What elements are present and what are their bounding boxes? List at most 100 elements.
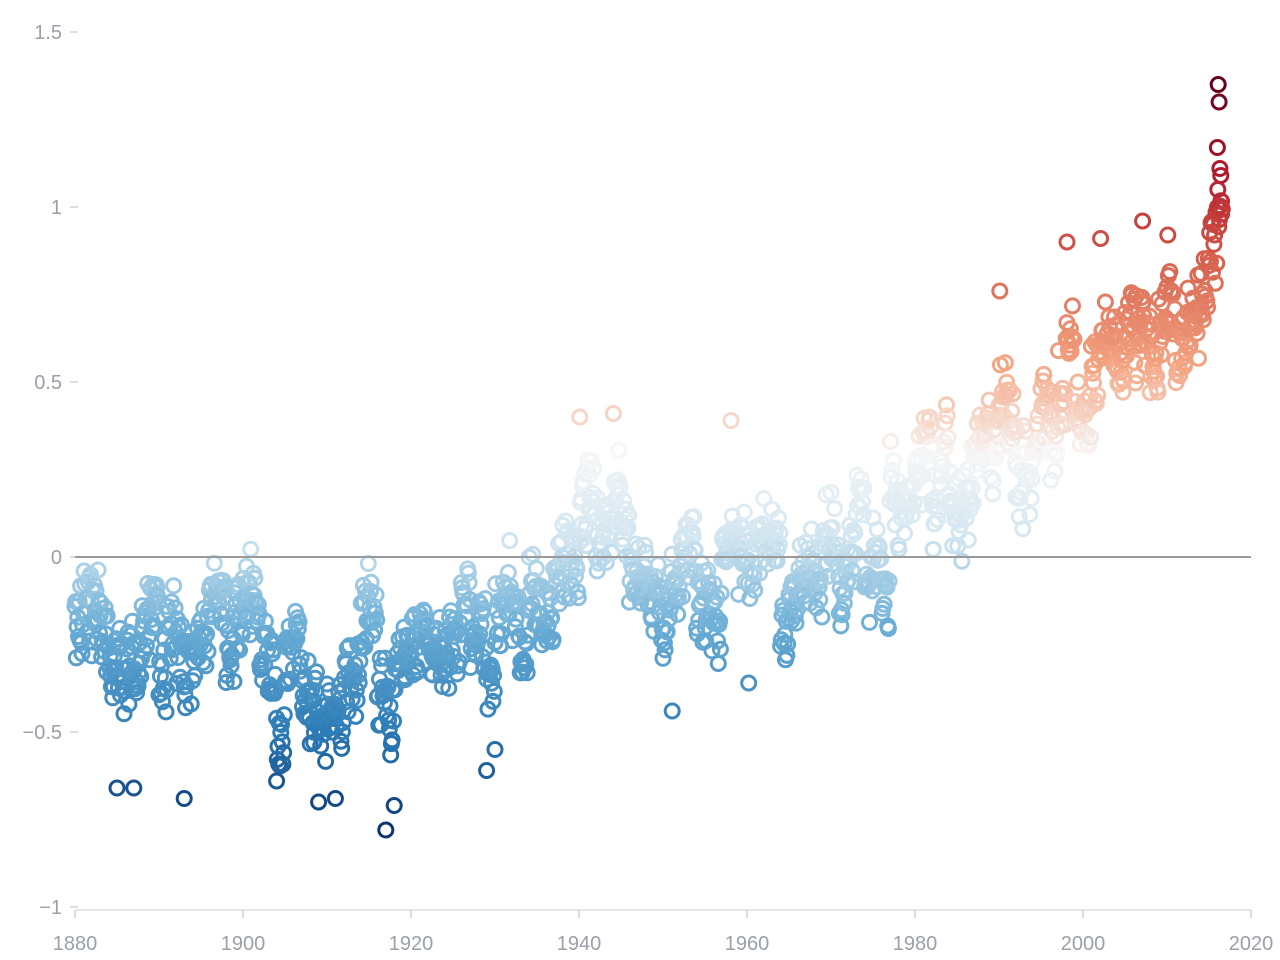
data-point	[231, 641, 248, 659]
data-point	[984, 472, 1002, 490]
data-point	[1199, 298, 1217, 316]
data-point	[880, 572, 898, 590]
data-point	[486, 741, 504, 758]
y-tick-label: 0.5	[34, 372, 62, 394]
data-point	[847, 545, 864, 563]
data-point	[310, 793, 328, 811]
data-point	[1206, 226, 1224, 244]
data-point	[868, 521, 886, 539]
data-point	[290, 613, 308, 631]
data-point	[884, 452, 902, 470]
data-point	[822, 483, 840, 501]
data-point	[359, 555, 377, 572]
x-tick-label: 1960	[725, 933, 770, 955]
data-point	[711, 612, 729, 630]
data-point	[368, 611, 386, 629]
data-point	[1208, 139, 1226, 156]
data-point	[1208, 254, 1226, 272]
data-point	[149, 587, 167, 605]
data-point	[1148, 367, 1165, 385]
data-point	[655, 634, 673, 652]
data-point	[125, 779, 143, 797]
data-point	[567, 567, 584, 585]
data-point	[217, 674, 235, 691]
x-tick-label: 2000	[1061, 933, 1106, 955]
data-point	[743, 554, 761, 571]
data-point	[768, 552, 786, 570]
data-point	[333, 723, 351, 741]
data-point	[1092, 230, 1110, 247]
data-point	[872, 550, 890, 568]
data-point	[1114, 383, 1132, 401]
data-point	[660, 610, 678, 628]
data-point	[289, 620, 307, 638]
data-point	[656, 641, 674, 659]
data-point	[242, 540, 260, 558]
data-point	[98, 607, 116, 625]
data-point	[246, 569, 264, 587]
data-point	[1127, 374, 1144, 392]
data-point	[609, 471, 627, 489]
data-point	[1048, 444, 1066, 462]
data-point	[348, 691, 366, 709]
data-point	[73, 645, 91, 663]
data-point	[274, 755, 292, 773]
data-point	[544, 631, 562, 648]
data-point	[846, 524, 864, 542]
data-point	[186, 667, 204, 685]
data-point	[809, 571, 827, 589]
data-point	[938, 407, 956, 425]
data-point	[1213, 205, 1231, 223]
data-point	[1204, 263, 1221, 281]
data-point	[383, 731, 401, 749]
data-point	[921, 408, 939, 426]
data-point	[588, 562, 606, 580]
data-point	[288, 630, 306, 648]
data-point	[471, 625, 489, 643]
data-point	[199, 643, 217, 660]
data-point	[332, 732, 350, 750]
data-point	[524, 545, 542, 563]
data-point	[128, 684, 146, 702]
data-point	[1205, 235, 1223, 253]
data-point	[616, 510, 634, 527]
data-point	[366, 621, 384, 639]
data-point	[275, 706, 293, 724]
data-point	[1149, 383, 1167, 401]
data-point	[198, 625, 216, 643]
data-point	[1087, 394, 1105, 412]
data-point	[273, 733, 291, 751]
data-point	[685, 508, 703, 526]
data-point	[882, 433, 899, 450]
data-point	[833, 606, 851, 624]
data-point	[175, 790, 193, 807]
data-point	[950, 523, 968, 541]
data-point	[1042, 471, 1060, 489]
data-point	[1209, 181, 1227, 198]
data-point	[440, 679, 458, 697]
data-point	[517, 655, 535, 673]
data-point	[571, 408, 589, 426]
data-point	[663, 702, 681, 720]
data-point	[1134, 212, 1152, 230]
data-point	[518, 664, 536, 682]
data-point	[896, 524, 913, 542]
y-tick-label: 1.5	[34, 22, 62, 44]
data-point	[811, 591, 829, 609]
x-tick-label: 1940	[557, 933, 602, 955]
data-point	[1161, 263, 1179, 281]
data-point	[501, 577, 519, 595]
data-point	[182, 695, 200, 713]
data-point	[350, 674, 368, 692]
data-point	[501, 532, 519, 550]
y-tick-label: 1	[51, 197, 62, 219]
data-point	[1055, 393, 1073, 411]
x-tick-label: 1880	[53, 933, 98, 955]
data-point	[1022, 489, 1040, 507]
data-point	[583, 452, 601, 470]
data-point	[813, 608, 831, 626]
data-point	[1211, 160, 1229, 177]
data-point	[835, 594, 853, 612]
data-point	[879, 620, 897, 637]
